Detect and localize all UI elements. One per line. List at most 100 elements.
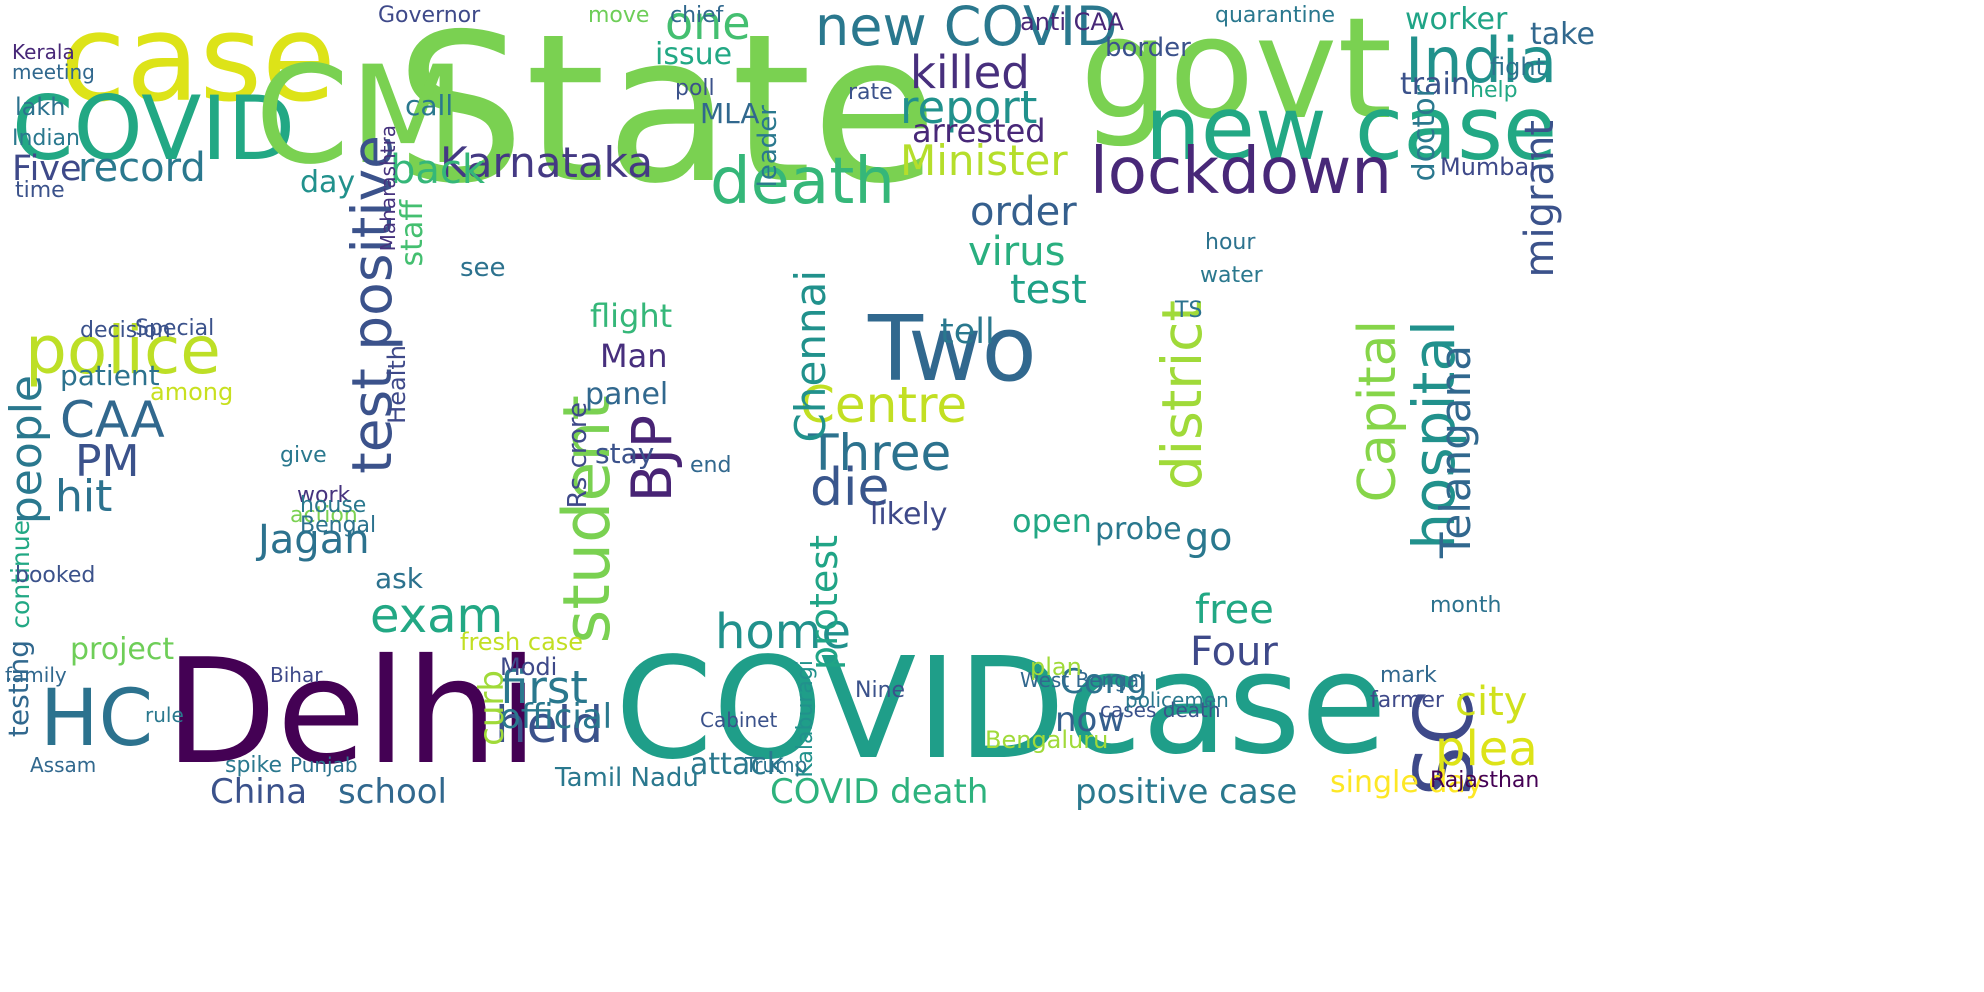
cloud-word: tell (940, 312, 995, 352)
cloud-word: official (500, 697, 613, 737)
cloud-word: help (1470, 78, 1518, 103)
cloud-word: plan (1030, 653, 1082, 681)
cloud-word: Rajasthan (1430, 768, 1540, 793)
cloud-word: case (1065, 623, 1387, 786)
cloud-word: arrested (912, 112, 1046, 150)
cloud-word: killed (910, 46, 1030, 99)
cloud-word: exam (370, 588, 504, 644)
cloud-word: State (395, 0, 938, 229)
cloud-word: death (710, 145, 895, 219)
cloud-word: patient (60, 359, 160, 392)
cloud-word: Capital (1348, 320, 1408, 503)
cloud-word: COVID (12, 77, 296, 180)
cloud-word: MLA (700, 97, 760, 130)
cloud-word: India (1405, 24, 1558, 97)
cloud-word: lockdown (1090, 135, 1392, 209)
cloud-word: new COVID (815, 0, 1118, 58)
cloud-word: water (1200, 263, 1263, 288)
cloud-word: take (1530, 17, 1595, 52)
cloud-word: case (60, 0, 336, 129)
cloud-word: worker (1405, 2, 1508, 37)
cloud-word: West Bengal (1020, 668, 1145, 692)
cloud-word: likely (870, 497, 948, 532)
cloud-word: Four (1190, 629, 1278, 675)
cloud-word: staff (395, 200, 430, 267)
cloud-word: home (715, 604, 852, 660)
cloud-word: COVID death (770, 772, 989, 812)
cloud-word: Chennai (786, 270, 835, 443)
cloud-word: test (1010, 267, 1087, 313)
cloud-word: chief (670, 3, 724, 28)
cloud-word: quarantine (1215, 3, 1336, 28)
cloud-word: time (15, 178, 65, 203)
cloud-word: hour (1205, 230, 1256, 255)
cloud-word: Mumbai (1440, 153, 1536, 181)
cloud-word: testing (2, 640, 35, 738)
cloud-word: HC (40, 674, 154, 764)
cloud-word: mark (1380, 663, 1437, 688)
cloud-word: Minister (900, 136, 1068, 185)
cloud-word: end (690, 453, 732, 478)
cloud-word: fresh case (460, 628, 584, 656)
cloud-word: Bihar (270, 663, 323, 687)
cloud-word: rate (848, 80, 893, 105)
cloud-word: stay (595, 437, 655, 470)
cloud-word: school (338, 772, 448, 812)
cloud-word: Indian (12, 126, 80, 151)
cloud-word: free (1195, 587, 1274, 633)
cloud-word: Cabinet (700, 708, 778, 732)
cloud-word: single day (1330, 765, 1484, 800)
cloud-word: call (405, 89, 454, 122)
cloud-word: PM (75, 436, 140, 487)
cloud-word: Health (383, 345, 411, 424)
cloud-word: Three (808, 424, 952, 482)
cloud-word: issue (655, 37, 733, 72)
cloud-word: Bengaluru (985, 726, 1109, 754)
cloud-word: report (900, 81, 1038, 134)
cloud-word: protest (802, 535, 846, 671)
cloud-word: Telangana (1431, 345, 1480, 559)
cloud-word: flight (590, 297, 673, 335)
cloud-word: anti CAA (1020, 8, 1124, 36)
cloud-word: positive case (1075, 772, 1298, 812)
cloud-word: people (1, 375, 52, 525)
cloud-word: meeting (12, 60, 95, 84)
cloud-word: family (5, 663, 67, 687)
cloud-word: Delhi (165, 628, 539, 797)
cloud-word: one (665, 0, 751, 50)
cloud-word: attack (690, 747, 785, 782)
cloud-word: booked (15, 563, 96, 588)
cloud-word: Trump (745, 753, 808, 777)
cloud-word: Cong (1060, 662, 1148, 702)
cloud-word: policemen (1125, 688, 1229, 712)
cloud-word: decision (80, 318, 171, 343)
cloud-word: month (1430, 593, 1502, 618)
cloud-word: Two (868, 297, 1037, 402)
cloud-word: Maharashtra (376, 125, 400, 252)
cloud-word: Jagan (258, 517, 370, 563)
cloud-word: panel (585, 377, 669, 412)
cloud-word: back (390, 147, 486, 193)
cloud-word: held (495, 696, 604, 754)
cloud-word: doctor (1407, 85, 1442, 182)
cloud-word: Kerala (12, 40, 75, 64)
cloud-word: poll (675, 76, 715, 101)
cloud-word: TS (1175, 298, 1203, 323)
cloud-word: work (297, 483, 351, 508)
cloud-word: now (1055, 700, 1126, 740)
cloud-word: house (300, 493, 367, 518)
cloud-word: plea (1435, 721, 1538, 777)
cloud-word: Karnataka (440, 138, 653, 187)
cloud-word: hit (55, 471, 113, 522)
cloud-word: Punjab (290, 753, 358, 777)
cloud-word: COVID (615, 628, 1066, 791)
cloud-word: move (588, 3, 650, 28)
cloud-word: CM (255, 37, 466, 194)
cloud-word: order (970, 189, 1077, 235)
cloud-word: police (25, 312, 221, 389)
cloud-word: see (460, 253, 506, 283)
cloud-word: virus (968, 229, 1066, 275)
cloud-word: first (500, 661, 588, 714)
cloud-word: go (1185, 515, 1233, 559)
cloud-word: govt (1080, 0, 1393, 151)
